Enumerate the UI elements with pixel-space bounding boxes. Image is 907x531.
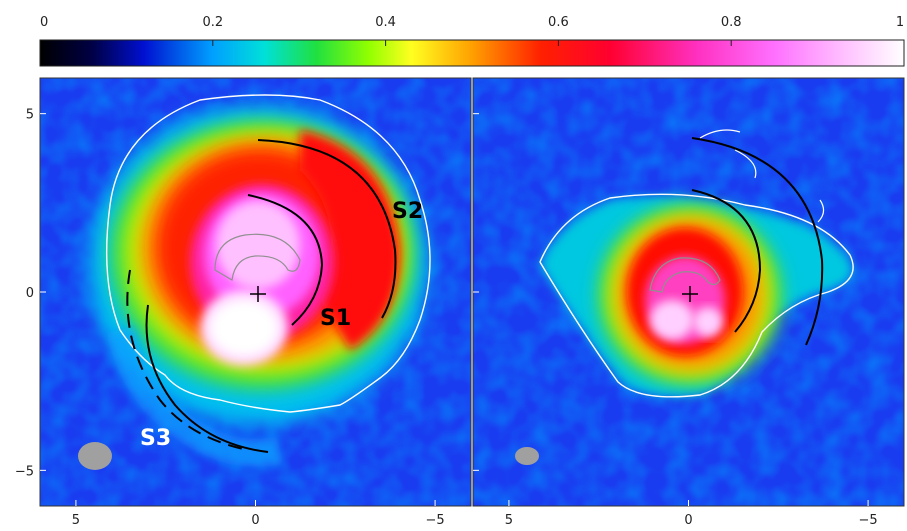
x-tick-label: −5 [425, 513, 444, 528]
emission-map-left [88, 94, 431, 467]
label-s3: S3 [140, 426, 171, 451]
label-s1: S1 [320, 306, 351, 331]
x-tick-label: 5 [505, 513, 513, 528]
x-tick-label: 5 [72, 513, 80, 528]
contour-outer-right [539, 193, 854, 398]
arc-s3-solid [145, 304, 269, 453]
colorbar-tick-label: 0.6 [548, 15, 569, 30]
arc-s3-dashed [126, 269, 249, 451]
panel-right [473, 78, 904, 506]
arc-s2 [257, 139, 397, 319]
x-tick-label: 0 [684, 513, 692, 528]
x-tick-label: 0 [251, 513, 259, 528]
colorbar-tick-label: 0.8 [721, 15, 742, 30]
x-tick-label: −5 [858, 513, 877, 528]
colorbar-tick-label: 0.2 [202, 15, 223, 30]
center-cross-left [250, 286, 266, 302]
y-tick-label: 0 [26, 286, 34, 301]
beam-ellipse-right [515, 447, 539, 465]
beam-ellipse-left [78, 442, 112, 470]
contour-inner-right [649, 257, 721, 293]
contour-outer-left [105, 94, 431, 413]
arcs-right [691, 137, 824, 346]
label-s2: S2 [392, 199, 423, 224]
arc-s1 [247, 194, 324, 326]
axis-ticks: 5 0 −5 5 0 −5 5 0 −5 [15, 108, 878, 528]
arc-outer-right [691, 137, 824, 346]
colorbar: 0 0.2 0.4 0.6 0.8 1 [39, 15, 905, 67]
contour-inner-left [214, 233, 301, 281]
arcs-left [126, 139, 397, 453]
panel-left: S1 S2 S3 [40, 78, 471, 506]
y-tick-label: 5 [26, 108, 34, 123]
colorbar-tick-label: 0 [40, 15, 48, 30]
colorbar-tick-label: 1 [896, 15, 904, 30]
colorbar-tick-label: 0.4 [375, 15, 396, 30]
center-cross-right [682, 286, 698, 302]
colorbar-gradient [39, 39, 905, 67]
y-tick-label: −5 [15, 464, 34, 479]
arc-inner-right [691, 189, 762, 333]
